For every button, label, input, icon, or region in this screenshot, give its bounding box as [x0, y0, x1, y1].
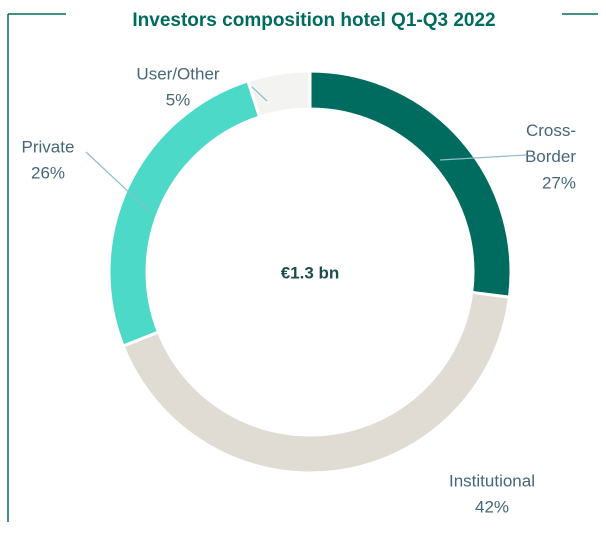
donut-segment [107, 78, 262, 348]
value-label: 5% [166, 90, 191, 109]
value-label: 42% [475, 497, 509, 516]
donut-segment [121, 290, 512, 475]
chart-title: Investors composition hotel Q1-Q3 2022 [132, 10, 495, 31]
leader-line [439, 154, 527, 161]
leader-line [85, 151, 149, 211]
value-label: 26% [31, 163, 65, 182]
category-label: User/Other [136, 64, 219, 83]
donut-segment [308, 69, 513, 299]
leader-line [251, 86, 268, 102]
category-label: Institutional [449, 471, 535, 490]
category-label: Private [22, 137, 75, 156]
center-label: €1.3 bn [281, 263, 340, 282]
value-label: 27% [542, 173, 576, 192]
donut-segment [245, 69, 312, 119]
category-label: Cross-Border [525, 121, 576, 166]
